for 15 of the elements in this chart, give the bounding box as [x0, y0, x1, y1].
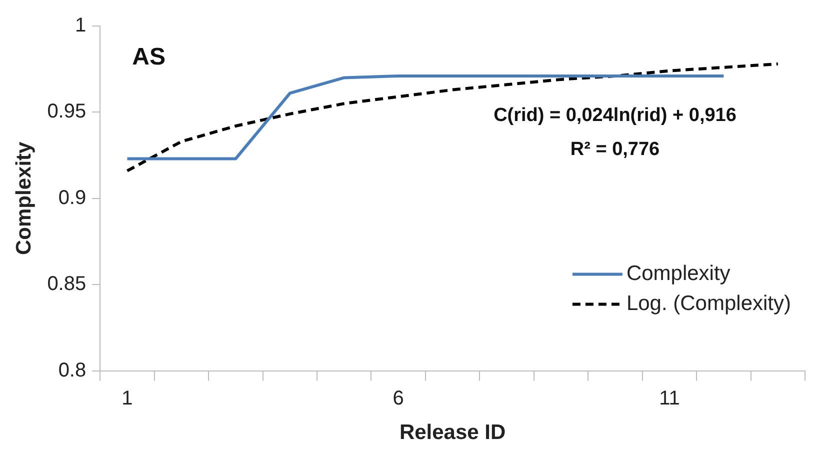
annotation: R² = 0,776 — [570, 139, 660, 160]
x-tick-label: 11 — [659, 387, 680, 410]
y-tick-label: 1 — [75, 14, 86, 37]
annotation: C(rid) = 0,024ln(rid) + 0,916 — [494, 105, 736, 126]
x-tick-label: 1 — [122, 387, 133, 410]
y-axis-title: Complexity — [12, 141, 36, 255]
y-tick-label: 0.95 — [47, 100, 86, 123]
y-tick-label: 0.85 — [47, 273, 86, 296]
y-tick-label: 0.8 — [58, 359, 86, 382]
x-axis-title: Release ID — [399, 421, 506, 444]
legend-label: Log. (Complexity) — [626, 292, 792, 316]
x-tick-label: 6 — [392, 387, 404, 410]
annotation: AS — [132, 44, 166, 71]
legend-label: Complexity — [626, 262, 731, 286]
y-tick-label: 0.9 — [58, 186, 86, 209]
